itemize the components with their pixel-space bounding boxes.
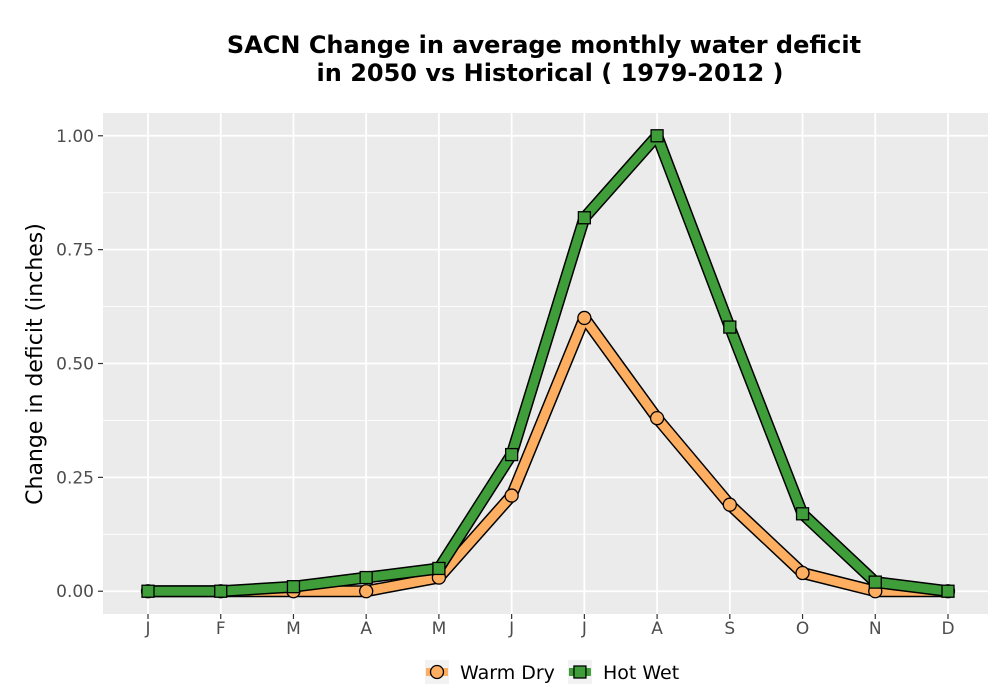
- y-axis-title: Change in deficit (inches): [23, 223, 48, 505]
- legend-item: Warm Dry: [425, 660, 555, 684]
- y-tick-label: 0.50: [56, 355, 94, 375]
- data-point: [504, 447, 519, 462]
- legend-label: Hot Wet: [603, 662, 679, 684]
- x-tick-label: A: [360, 619, 372, 639]
- x-tick-label: O: [796, 619, 809, 639]
- data-point: [214, 584, 228, 598]
- x-tick-label: N: [869, 619, 882, 639]
- x-tick-label: J: [144, 619, 150, 639]
- x-tick-label: J: [508, 619, 514, 639]
- legend-label: Warm Dry: [460, 662, 555, 684]
- data-point: [504, 488, 519, 503]
- legend-marker: [429, 664, 445, 680]
- series-layer: [140, 129, 956, 599]
- data-point: [795, 507, 810, 521]
- x-tick-label: S: [724, 619, 735, 639]
- x-tick-label: A: [651, 619, 663, 639]
- y-axis: 0.00 0.25 0.50 0.75 1.00: [56, 127, 103, 602]
- data-point: [650, 129, 664, 143]
- legend-item: Hot Wet: [567, 660, 679, 684]
- data-point: [359, 570, 373, 585]
- data-point: [432, 561, 446, 576]
- data-point: [868, 575, 882, 589]
- data-point: [722, 497, 737, 512]
- y-tick-label: 0.75: [56, 241, 94, 261]
- y-tick-label: 0.25: [56, 468, 94, 488]
- legend-marker: [573, 665, 587, 679]
- data-point: [359, 584, 374, 599]
- data-point: [577, 211, 592, 225]
- chart-title-line1: SACN Change in average monthly water def…: [227, 31, 861, 59]
- data-point: [577, 310, 592, 326]
- data-point: [649, 411, 665, 426]
- series-line: [143, 131, 953, 596]
- legend: Warm Dry Hot Wet: [425, 660, 679, 684]
- x-tick-label: J: [581, 619, 587, 639]
- data-point: [141, 584, 155, 598]
- x-tick-label: M: [286, 619, 301, 639]
- y-tick-label: 0.00: [56, 582, 94, 602]
- x-tick-label: F: [216, 619, 226, 639]
- data-point: [941, 584, 955, 598]
- x-tick-label: M: [432, 619, 447, 639]
- chart-title-line2: in 2050 vs Historical ( 1979-2012 ): [317, 59, 784, 87]
- series-hot-wet: [141, 129, 955, 598]
- data-point: [795, 565, 810, 581]
- y-tick-label: 1.00: [56, 127, 94, 147]
- data-point: [723, 320, 737, 334]
- gridlines: [103, 113, 988, 614]
- x-tick-label: D: [941, 619, 954, 639]
- data-point: [286, 580, 301, 594]
